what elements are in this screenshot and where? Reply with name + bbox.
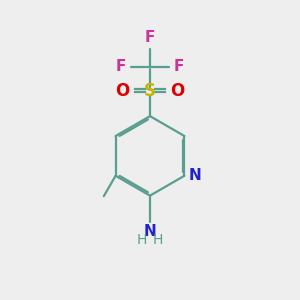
Text: O: O (115, 82, 129, 100)
Text: S: S (144, 82, 156, 100)
Text: F: F (174, 59, 184, 74)
Text: F: F (145, 30, 155, 45)
Text: H: H (136, 233, 147, 247)
Text: O: O (171, 82, 185, 100)
Text: N: N (144, 224, 156, 238)
Text: N: N (189, 168, 202, 183)
Text: H: H (153, 233, 164, 247)
Text: F: F (116, 59, 126, 74)
